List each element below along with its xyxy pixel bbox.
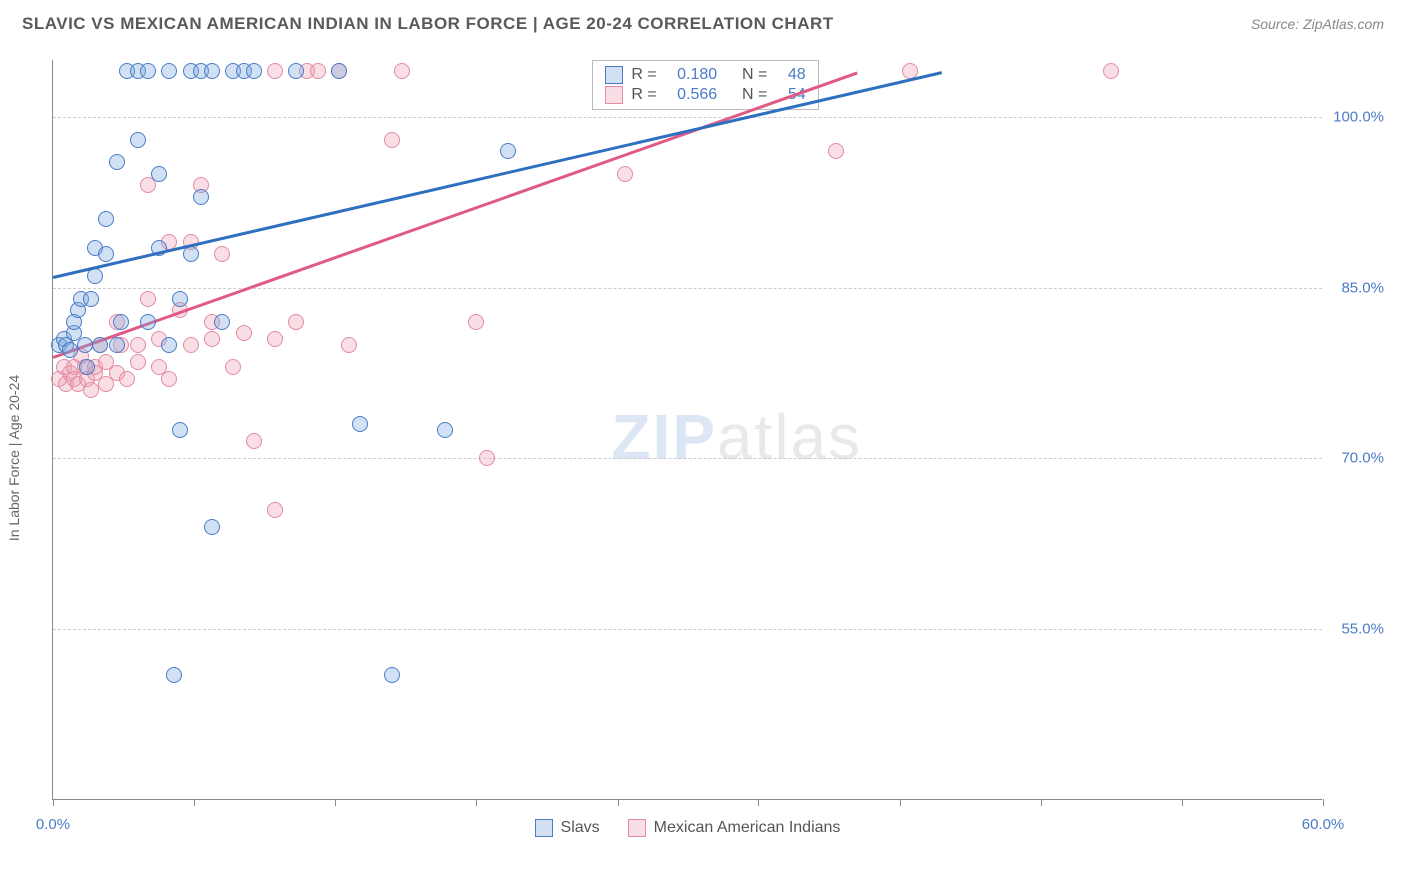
- point-slavs: [214, 314, 230, 330]
- source-label: Source: ZipAtlas.com: [1251, 16, 1384, 32]
- point-mex: [214, 246, 230, 262]
- point-slavs: [437, 422, 453, 438]
- y-tick-label: 100.0%: [1333, 108, 1384, 125]
- point-slavs: [140, 63, 156, 79]
- point-slavs: [113, 314, 129, 330]
- point-slavs: [151, 166, 167, 182]
- trendline-slavs: [53, 71, 943, 278]
- point-mex: [161, 371, 177, 387]
- point-slavs: [98, 211, 114, 227]
- point-mex: [310, 63, 326, 79]
- point-slavs: [384, 667, 400, 683]
- point-slavs: [166, 667, 182, 683]
- point-mex: [267, 502, 283, 518]
- y-tick-label: 70.0%: [1341, 450, 1384, 467]
- x-tick: [758, 799, 759, 806]
- point-mex: [119, 371, 135, 387]
- point-slavs: [172, 422, 188, 438]
- point-slavs: [161, 63, 177, 79]
- y-tick-label: 85.0%: [1341, 279, 1384, 296]
- x-tick: [194, 799, 195, 806]
- point-slavs: [352, 416, 368, 432]
- x-tick: [1041, 799, 1042, 806]
- point-mex: [267, 63, 283, 79]
- legend-label-slavs: Slavs: [561, 819, 600, 837]
- legend-item-mex: Mexican American Indians: [628, 819, 841, 837]
- point-slavs: [140, 314, 156, 330]
- y-axis-label: In Labor Force | Age 20-24: [6, 375, 22, 541]
- x-tick: [618, 799, 619, 806]
- legend: Slavs Mexican American Indians: [53, 819, 1322, 837]
- trendline-mex: [53, 71, 858, 358]
- point-mex: [394, 63, 410, 79]
- chart-title: SLAVIC VS MEXICAN AMERICAN INDIAN IN LAB…: [22, 14, 834, 34]
- point-slavs: [130, 132, 146, 148]
- x-tick: [1182, 799, 1183, 806]
- point-slavs: [83, 291, 99, 307]
- x-tick: [476, 799, 477, 806]
- point-mex: [83, 382, 99, 398]
- point-mex: [267, 331, 283, 347]
- point-mex: [236, 325, 252, 341]
- stats-box: R = 0.180 N = 48 R = 0.566 N = 54: [592, 60, 818, 110]
- y-tick-label: 55.0%: [1341, 621, 1384, 638]
- point-mex: [246, 433, 262, 449]
- watermark: ZIPatlas: [611, 400, 862, 474]
- swatch-mex: [605, 86, 623, 104]
- x-tick-label: 0.0%: [36, 816, 70, 833]
- legend-swatch-slavs: [535, 819, 553, 837]
- point-mex: [828, 143, 844, 159]
- point-slavs: [92, 337, 108, 353]
- point-slavs: [193, 189, 209, 205]
- point-slavs: [204, 63, 220, 79]
- plot-area: ZIPatlas R = 0.180 N = 48 R = 0.566 N = …: [52, 60, 1322, 800]
- point-slavs: [204, 519, 220, 535]
- point-slavs: [62, 342, 78, 358]
- point-mex: [341, 337, 357, 353]
- point-mex: [384, 132, 400, 148]
- legend-label-mex: Mexican American Indians: [654, 819, 841, 837]
- point-mex: [468, 314, 484, 330]
- x-tick: [335, 799, 336, 806]
- point-mex: [204, 331, 220, 347]
- point-mex: [140, 291, 156, 307]
- legend-item-slavs: Slavs: [535, 819, 600, 837]
- point-mex: [1103, 63, 1119, 79]
- point-slavs: [331, 63, 347, 79]
- point-slavs: [109, 337, 125, 353]
- point-slavs: [288, 63, 304, 79]
- point-slavs: [246, 63, 262, 79]
- x-tick-label: 60.0%: [1302, 816, 1345, 833]
- point-mex: [479, 450, 495, 466]
- stats-row-slavs: R = 0.180 N = 48: [605, 65, 805, 85]
- point-slavs: [161, 337, 177, 353]
- point-mex: [225, 359, 241, 375]
- chart-container: In Labor Force | Age 20-24 ZIPatlas R = …: [22, 48, 1384, 868]
- point-mex: [130, 354, 146, 370]
- point-slavs: [79, 359, 95, 375]
- point-mex: [130, 337, 146, 353]
- gridline: [53, 117, 1322, 118]
- point-slavs: [172, 291, 188, 307]
- point-slavs: [98, 246, 114, 262]
- swatch-slavs: [605, 66, 623, 84]
- point-mex: [183, 337, 199, 353]
- x-tick: [53, 799, 54, 806]
- point-slavs: [500, 143, 516, 159]
- point-mex: [617, 166, 633, 182]
- legend-swatch-mex: [628, 819, 646, 837]
- gridline: [53, 629, 1322, 630]
- x-tick: [1323, 799, 1324, 806]
- point-slavs: [77, 337, 93, 353]
- point-slavs: [109, 154, 125, 170]
- gridline: [53, 458, 1322, 459]
- point-mex: [288, 314, 304, 330]
- x-tick: [900, 799, 901, 806]
- header: SLAVIC VS MEXICAN AMERICAN INDIAN IN LAB…: [0, 0, 1406, 44]
- point-slavs: [87, 268, 103, 284]
